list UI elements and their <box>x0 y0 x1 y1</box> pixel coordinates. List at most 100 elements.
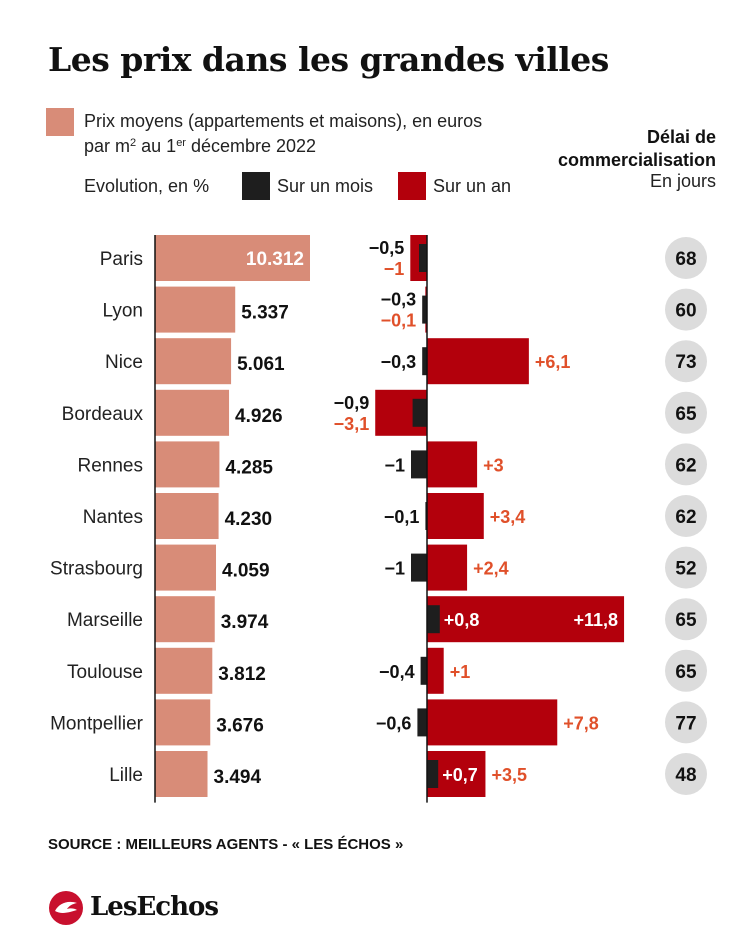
price-bar <box>155 699 211 746</box>
year-label: +3,5 <box>491 765 527 785</box>
delai-value: 65 <box>675 404 697 425</box>
price-label: 10.312 <box>246 249 304 270</box>
city-label: Toulouse <box>67 662 143 683</box>
les-echos-logo-icon <box>49 891 83 925</box>
year-label: +3,4 <box>490 507 526 527</box>
year-bar <box>427 647 444 694</box>
price-label: 4.230 <box>225 509 273 530</box>
delai-unit: En jours <box>649 171 716 191</box>
price-bar <box>155 493 219 539</box>
month-label: −0,9 <box>334 393 370 413</box>
year-label: −3,1 <box>334 414 370 434</box>
month-label: +0,7 <box>442 765 478 785</box>
source-note: SOURCE : MEILLEURS AGENTS - « LES ÉCHOS … <box>48 836 404 853</box>
delai-value: 65 <box>675 610 697 631</box>
year-bar <box>427 699 558 746</box>
delai-circle <box>665 753 707 795</box>
les-echos-logo-wordmark: LesEchos <box>90 892 219 922</box>
city-label: Lille <box>109 765 143 786</box>
city-label: Bordeaux <box>62 404 144 425</box>
month-legend-label: Sur un mois <box>277 176 374 196</box>
chart-title: Les prix dans les grandes villes <box>48 40 609 79</box>
delai-value: 48 <box>675 765 696 786</box>
year-bar <box>427 441 478 488</box>
month-label: −0,6 <box>376 713 412 733</box>
city-label: Nantes <box>83 507 143 528</box>
city-label: Marseille <box>67 610 143 631</box>
city-label: Rennes <box>78 455 144 476</box>
city-label: Montpellier <box>50 713 144 734</box>
delai-value: 52 <box>675 559 696 580</box>
price-bar <box>155 338 232 385</box>
delai-value: 62 <box>675 455 696 476</box>
price-bar <box>155 286 236 333</box>
month-label: −1 <box>384 455 405 475</box>
year-label: +1 <box>450 662 471 682</box>
month-bar <box>425 502 427 530</box>
month-bar <box>422 347 427 376</box>
delai-circle <box>665 340 707 383</box>
month-bar <box>419 244 427 272</box>
price-label: 3.676 <box>216 715 264 736</box>
year-legend-swatch <box>398 172 426 200</box>
price-label: 3.494 <box>214 767 262 788</box>
price-bar <box>155 596 215 643</box>
delai-circle <box>665 288 707 331</box>
delai-circle <box>665 237 707 279</box>
delai-circle <box>665 391 707 434</box>
delai-value: 68 <box>675 249 696 270</box>
delai-value: 60 <box>675 301 696 322</box>
delai-circle <box>665 495 707 537</box>
month-bar <box>427 605 440 634</box>
price-label: 4.059 <box>222 561 270 582</box>
delai-title: Délai de commercialisation <box>557 127 716 170</box>
year-bar <box>427 338 529 385</box>
price-label: 5.337 <box>241 303 289 324</box>
year-label: −0,1 <box>381 311 417 331</box>
year-legend-label: Sur un an <box>433 176 512 196</box>
month-label: −0,3 <box>381 352 417 372</box>
month-bar <box>422 295 427 324</box>
month-bar <box>420 656 427 685</box>
month-label: −0,1 <box>384 507 420 527</box>
delai-value: 77 <box>675 713 696 734</box>
year-bar <box>427 493 484 539</box>
year-label: +11,8 <box>573 610 618 630</box>
evolution-label: Evolution, en % <box>84 176 210 196</box>
month-label: +0,8 <box>444 610 480 630</box>
price-bar <box>155 389 230 436</box>
price-bar <box>155 647 213 694</box>
year-label: −1 <box>384 259 405 279</box>
delai-value: 73 <box>675 352 696 373</box>
year-bar <box>427 544 468 591</box>
delai-circle <box>665 598 707 641</box>
price-label: 3.812 <box>218 664 266 685</box>
month-bar <box>412 398 427 427</box>
month-label: −0,4 <box>379 662 415 682</box>
year-label: +3 <box>483 455 504 475</box>
month-bar <box>427 760 439 788</box>
price-legend-swatch <box>46 108 74 136</box>
delai-circle <box>665 443 707 486</box>
delai-value: 65 <box>675 662 697 683</box>
month-bar <box>411 553 427 582</box>
delai-circle <box>665 701 707 744</box>
city-label: Paris <box>100 249 143 270</box>
month-bar <box>417 708 427 737</box>
year-label: +2,4 <box>473 559 509 579</box>
month-legend-swatch <box>242 172 270 200</box>
month-label: −0,3 <box>381 290 417 310</box>
price-legend-label: Prix moyens (appartements et maisons), e… <box>84 110 482 157</box>
city-label: Lyon <box>103 301 144 322</box>
month-label: −0,5 <box>369 238 405 258</box>
price-label: 4.285 <box>225 457 273 478</box>
year-label: +6,1 <box>535 352 571 372</box>
price-bar <box>155 235 310 281</box>
price-legend-line1: Prix moyens (appartements et maisons), e… <box>84 111 483 131</box>
delai-value: 62 <box>675 507 696 528</box>
city-label: Nice <box>105 352 143 373</box>
price-label: 5.061 <box>237 354 285 375</box>
month-label: −1 <box>384 559 405 579</box>
year-label: +7,8 <box>563 713 599 733</box>
